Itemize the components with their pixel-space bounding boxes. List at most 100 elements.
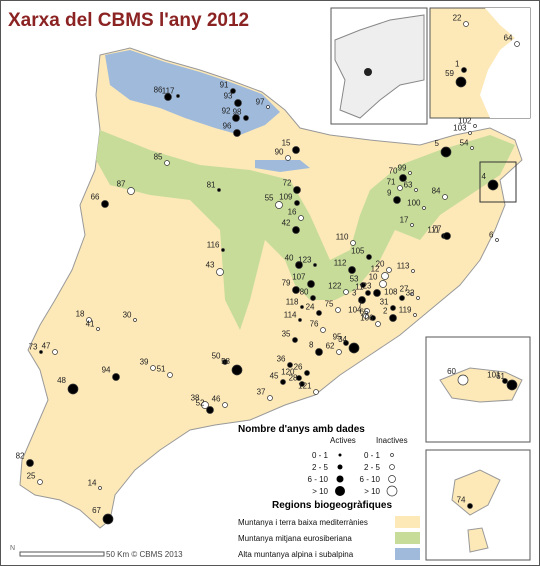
site-label: 74 xyxy=(457,496,466,505)
site-dot xyxy=(133,318,137,322)
site-dot xyxy=(296,375,302,381)
site-dot xyxy=(167,372,173,378)
site-label: 35 xyxy=(282,330,291,339)
site-dot xyxy=(292,146,300,154)
site-label: 2 xyxy=(383,307,388,316)
site-dot xyxy=(127,187,135,195)
legend-class: 0 - 1 xyxy=(312,451,329,460)
site-dot xyxy=(413,313,417,317)
site-dot xyxy=(379,280,387,288)
site-label: 41 xyxy=(86,320,95,329)
site-label: 107 xyxy=(292,273,306,282)
site-label: 40 xyxy=(285,254,294,263)
site-label: 65 xyxy=(360,308,369,317)
site-dot xyxy=(67,383,79,395)
region-swatch xyxy=(395,516,420,528)
site-label: 123 xyxy=(298,256,312,265)
site-dot xyxy=(300,305,304,309)
site-label: 84 xyxy=(432,187,441,196)
site-label: 73 xyxy=(29,343,38,352)
site-label: 82 xyxy=(16,452,25,461)
site-dot xyxy=(390,305,396,311)
site-label: 52 xyxy=(196,399,205,408)
site-dot xyxy=(231,364,243,376)
site-dot xyxy=(399,174,407,182)
legend-class: 0 - 1 xyxy=(364,451,381,460)
site-label: 111 xyxy=(427,226,440,235)
scale-text: 50 Km © CBMS 2013 xyxy=(106,550,183,559)
site-dot xyxy=(487,179,499,191)
site-label: 92 xyxy=(222,107,231,116)
site-dot xyxy=(230,88,236,94)
site-label: 59 xyxy=(445,69,454,78)
site-dot xyxy=(234,99,242,107)
site-label: 55 xyxy=(265,194,274,203)
site-label: 5 xyxy=(435,139,440,148)
formentera xyxy=(467,527,489,553)
site-label: 94 xyxy=(102,366,111,375)
site-dot xyxy=(455,76,467,88)
legend-class: > 10 xyxy=(312,487,328,496)
site-label: 28 xyxy=(289,374,298,383)
site-dot xyxy=(304,370,310,376)
site-label: 16 xyxy=(288,208,297,217)
site-label: 104 xyxy=(348,306,362,315)
site-label: 27 xyxy=(400,285,409,294)
site-label: 97 xyxy=(256,98,265,107)
site-label: 77 xyxy=(433,225,442,234)
site-dot xyxy=(101,200,109,208)
site-dot xyxy=(299,381,305,387)
site-dot xyxy=(502,378,508,384)
site-dot xyxy=(285,155,291,161)
site-label: 99 xyxy=(398,164,407,173)
site-label: 114 xyxy=(284,311,297,320)
site-dot xyxy=(243,115,249,121)
legend-dot-inactive xyxy=(389,464,395,470)
site-dot xyxy=(307,280,315,288)
scale-bar xyxy=(19,551,105,557)
sea xyxy=(480,8,530,118)
site-dot xyxy=(280,379,286,385)
site-dot xyxy=(443,232,451,240)
legend-dot-active xyxy=(337,464,343,470)
site-dot xyxy=(266,105,270,109)
site-label: 93 xyxy=(224,92,233,101)
site-dot xyxy=(366,254,372,260)
site-label: 46 xyxy=(212,395,221,404)
site-label: 64 xyxy=(504,34,513,43)
site-label: 3 xyxy=(352,289,357,298)
site-dot xyxy=(39,350,43,354)
eurosiberian xyxy=(96,130,515,330)
site-dot xyxy=(201,401,209,409)
site-label: 50 xyxy=(212,352,221,361)
site-dot xyxy=(37,479,43,485)
site-label: 79 xyxy=(282,279,291,288)
site-label: 43 xyxy=(206,261,215,270)
site-label: 67 xyxy=(92,506,101,515)
site-label: 122 xyxy=(328,282,342,291)
site-label: 60 xyxy=(447,367,456,376)
site-label: 51 xyxy=(157,365,166,374)
region-label: Alta muntanya alpina i subalpina xyxy=(238,550,354,559)
site-dot xyxy=(221,248,225,252)
site-dot xyxy=(102,513,114,525)
site-dot xyxy=(495,238,499,242)
site-label: 80 xyxy=(300,288,309,297)
site-label: 6 xyxy=(489,231,494,240)
site-label: 103 xyxy=(453,124,467,133)
site-label: 20 xyxy=(376,260,385,269)
site-label: 18 xyxy=(76,310,85,319)
site-dot xyxy=(463,21,469,27)
site-label: 15 xyxy=(282,139,291,148)
site-dot xyxy=(393,196,401,204)
site-label: 32 xyxy=(406,289,415,298)
site-dot xyxy=(313,263,317,267)
region-swatch xyxy=(395,532,420,544)
site-dot xyxy=(343,340,349,346)
site-dot xyxy=(365,290,371,296)
site-label: 30 xyxy=(123,311,132,320)
site-label: 120 xyxy=(281,368,295,377)
north: N xyxy=(10,545,15,552)
legend-dot-inactive xyxy=(390,453,394,457)
